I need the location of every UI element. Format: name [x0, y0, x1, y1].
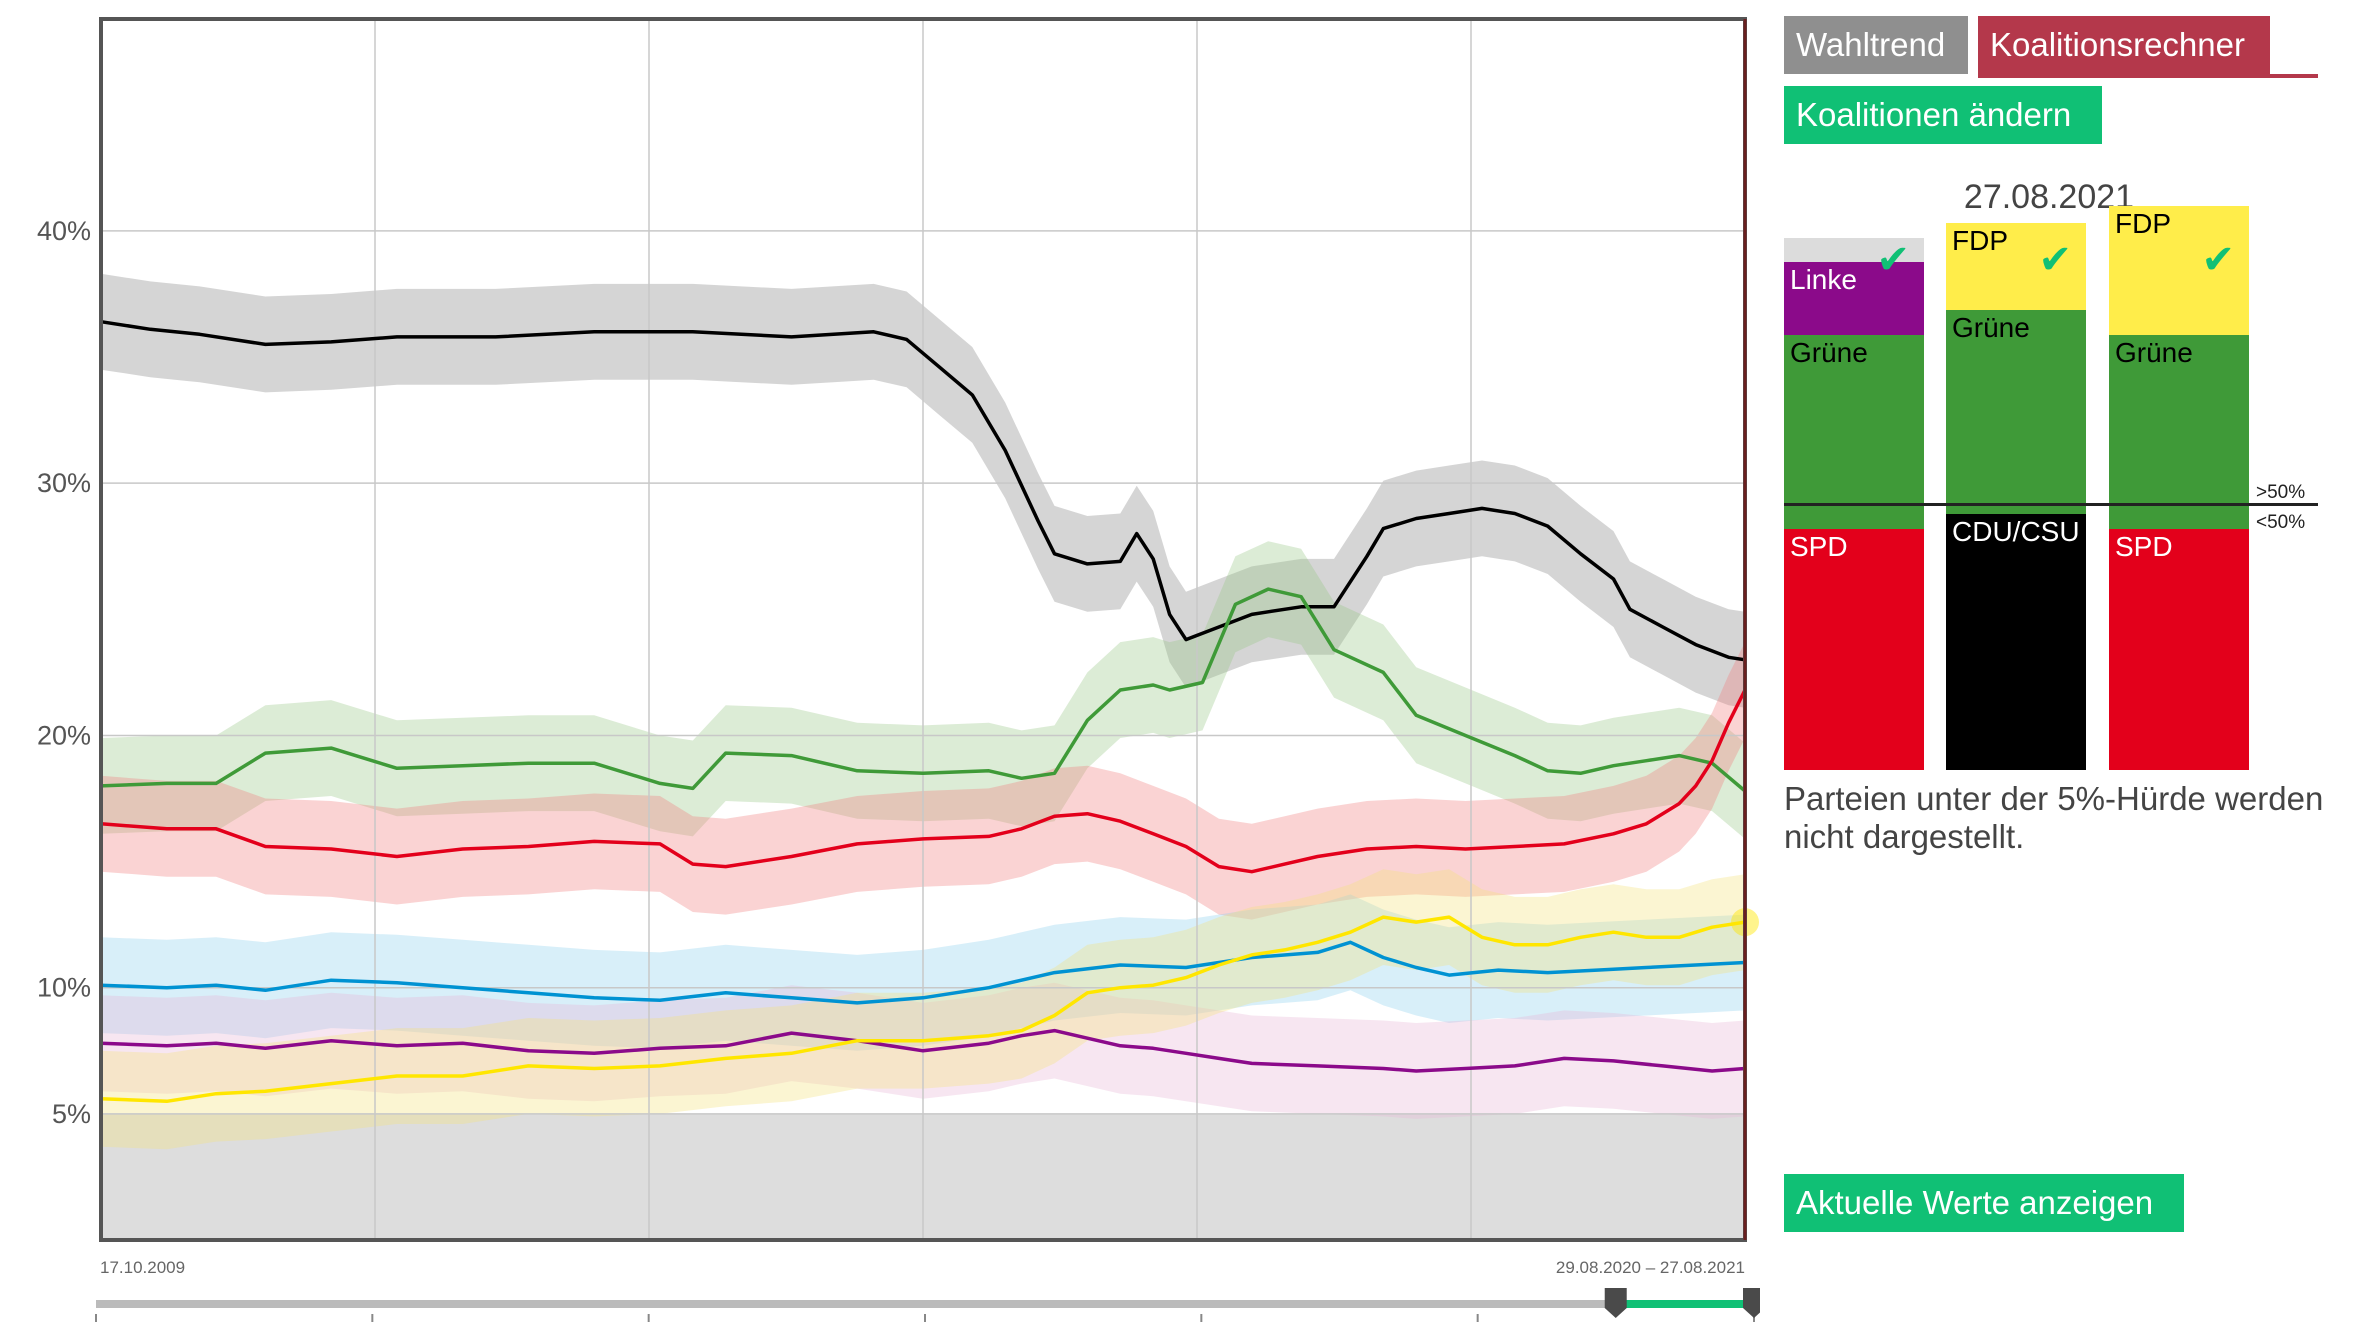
party-label: Grüne [2115, 337, 2193, 369]
party-label: Grüne [1790, 337, 1868, 369]
coalition-segment: Grüne [1784, 335, 1924, 529]
time-slider[interactable]: 17.10.2009 29.08.2020 – 27.08.2021 [95, 1258, 1760, 1322]
show-current-values-button[interactable]: Aktuelle Werte anzeigen [1784, 1174, 2184, 1232]
majority-over-label: >50% [2256, 482, 2306, 503]
party-label: SPD [1790, 530, 1848, 562]
party-label: SPD [2115, 530, 2173, 562]
series-line-5 [100, 915, 1746, 1104]
coalition-segment: SPD [1784, 528, 1924, 770]
majority-check-icon: ✔ [2038, 238, 2072, 282]
tab-wahltrend[interactable]: Wahltrend [1784, 16, 1968, 74]
coalition-segment: Grüne [1946, 309, 2086, 515]
series-band-2 [101, 642, 1745, 920]
coalition-segment: Linke [1784, 261, 1924, 336]
majority-line [1784, 503, 2318, 506]
coalition-segment: FDP [1946, 222, 2086, 310]
party-label: FDP [1952, 224, 2008, 256]
party-label: FDP [2115, 208, 2171, 240]
majority-check-icon: ✔ [1876, 238, 1910, 282]
coalition-segment: SPD [2109, 528, 2249, 770]
party-label: Linke [1790, 263, 1857, 295]
coalition-segment: Grüne [2109, 335, 2249, 529]
series-line-3 [100, 940, 1746, 1005]
series-line-0 [100, 319, 1746, 662]
y-tick-label: 30% [37, 468, 91, 498]
series-line-4 [100, 1028, 1746, 1073]
y-tick-label: 5% [52, 1099, 91, 1129]
coalition-date: 27.08.2021 [1963, 178, 2135, 216]
majority-check-icon: ✔ [2201, 238, 2235, 282]
majority-under-label: <50% [2256, 512, 2306, 533]
y-tick-label: 10% [37, 973, 91, 1003]
slider-selection [1615, 1300, 1754, 1308]
slider-handle-start[interactable] [1604, 1288, 1627, 1318]
chart-area: 5% 10% 20% 30% 40% 17.10.2009 29.08.2020 – 27… [37, 17, 1760, 1322]
series-line-1 [100, 587, 1747, 793]
party-label: Grüne [1952, 311, 2030, 343]
coalition-segment: FDP [2109, 206, 2249, 336]
series-line-2 [100, 689, 1747, 874]
threshold-note: Parteien unter der 5%-Hürde werden nicht… [1784, 780, 2324, 855]
slider-start-label: 17.10.2009 [100, 1258, 185, 1277]
coalition-segment: CDU/CSU [1946, 514, 2086, 770]
y-tick-label: 20% [37, 720, 91, 750]
slider-track [96, 1300, 1754, 1308]
y-tick-label: 40% [37, 216, 91, 246]
grid [101, 19, 1745, 1240]
active-tab-underline [1978, 74, 2318, 78]
slider-range-label: 29.08.2020 – 27.08.2021 [1556, 1258, 1745, 1277]
election-trend-chart: 5% 10% 20% 30% 40% 17.10.2009 29.08.2020 – 27… [37, 17, 1760, 1322]
tab-koalitionsrechner[interactable]: Koalitionsrechner [1978, 16, 2270, 74]
change-coalitions-button[interactable]: Koalitionen ändern [1784, 86, 2102, 144]
chart-frame [99, 17, 1747, 1242]
series-band-0 [101, 273, 1745, 708]
party-label: CDU/CSU [1952, 516, 2080, 548]
y-axis-labels: 5% 10% 20% 30% 40% [37, 216, 91, 1129]
slider-handle-end[interactable] [1743, 1288, 1760, 1318]
